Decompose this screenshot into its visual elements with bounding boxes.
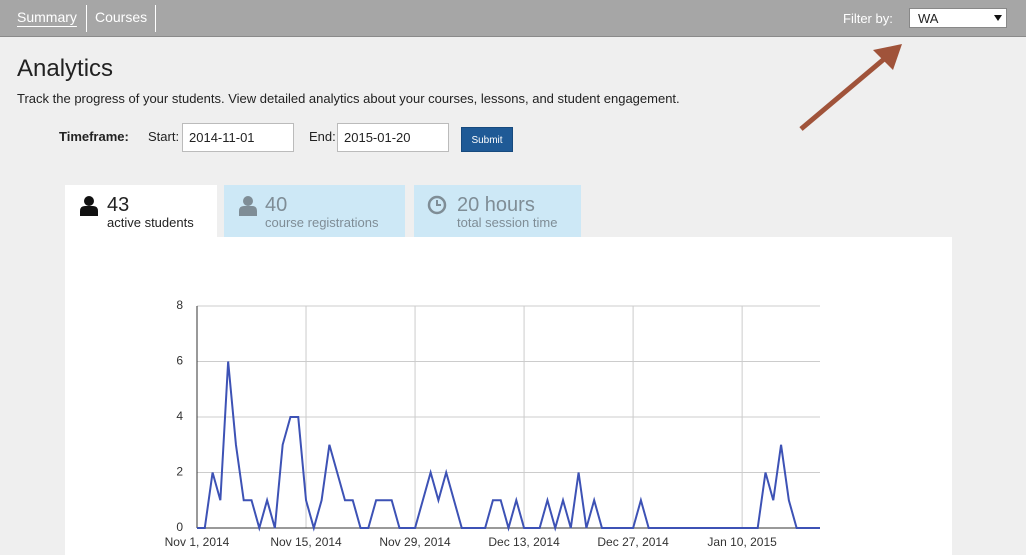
stat-tab[interactable]: 40 course registrations (224, 185, 405, 237)
page-title: Analytics (17, 55, 114, 82)
filter-select[interactable]: WA (909, 8, 1007, 28)
filter-label: Filter by: (843, 11, 893, 26)
page-subtitle: Track the progress of your students. Vie… (17, 91, 680, 106)
person-icon (239, 196, 257, 216)
stat-value: 40 (265, 194, 288, 216)
stat-tab[interactable]: 43 active students (65, 185, 217, 237)
stat-value: 20 hours (457, 194, 535, 216)
start-input[interactable]: 2014-11-01 (182, 123, 294, 152)
stat-label: course registrations (265, 215, 379, 230)
separator (155, 5, 156, 32)
stat-label: active students (107, 215, 194, 230)
filter-value: WA (918, 11, 939, 26)
annotation-arrow (799, 44, 902, 131)
end-input[interactable]: 2015-01-20 (337, 123, 449, 152)
dropdown-icon (994, 15, 1002, 21)
nav-tab[interactable]: Courses (95, 9, 148, 25)
start-label: Start: (148, 129, 180, 144)
stat-value: 43 (107, 194, 130, 216)
submit-button[interactable]: Submit (461, 127, 513, 152)
separator (86, 5, 87, 32)
end-label: End: (309, 129, 336, 144)
person-icon (80, 196, 98, 216)
chart-panel (65, 237, 952, 555)
timeframe-label: Timeframe: (59, 129, 129, 144)
stat-label: total session time (457, 215, 558, 230)
stat-tab[interactable]: 20 hours total session time (414, 185, 581, 237)
nav-bar (0, 0, 1026, 37)
nav-tab[interactable]: Summary (17, 9, 77, 25)
clock-icon (427, 195, 447, 215)
